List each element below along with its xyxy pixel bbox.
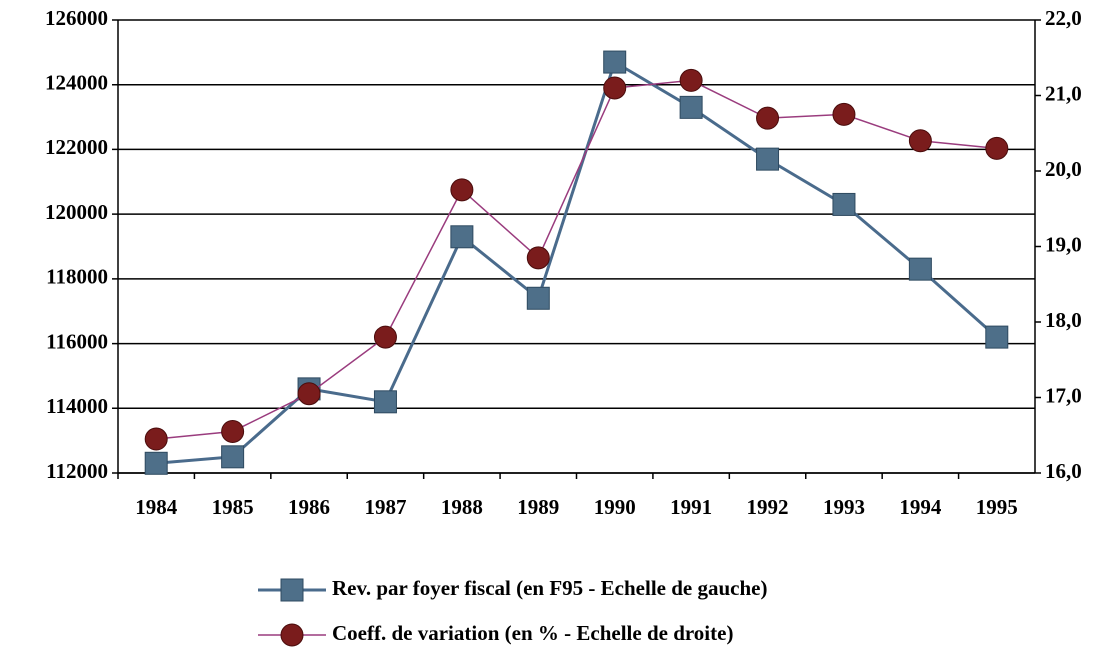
x-tick-label: 1992 [747,495,789,519]
x-tick-label: 1986 [288,495,330,519]
data-point [756,147,780,171]
x-tick-label: 1994 [899,495,942,519]
x-tick-label: 1985 [212,495,254,519]
data-point [985,325,1009,349]
x-tick-label: 1987 [364,495,406,519]
y2-tick-label: 18,0 [1045,308,1082,332]
data-point [985,136,1009,160]
x-tick-label: 1991 [670,495,712,519]
x-tick-label: 1988 [441,495,483,519]
x-tick-label: 1995 [976,495,1018,519]
data-point [526,286,550,310]
data-point [603,50,627,74]
legend-marker [280,623,304,647]
y-tick-label: 112000 [46,459,108,483]
y2-tick-label: 22,0 [1045,6,1082,30]
y-tick-label: 118000 [46,265,108,289]
y-tick-label: 124000 [45,71,108,95]
data-point [373,390,397,414]
data-point [679,68,703,92]
x-tick-label: 1984 [135,495,178,519]
data-point [144,451,168,475]
y2-tick-label: 19,0 [1045,232,1082,256]
y-tick-label: 126000 [45,6,108,30]
data-point [297,382,321,406]
data-point [603,76,627,100]
data-point [832,102,856,126]
data-point [832,192,856,216]
data-point [908,257,932,281]
y-tick-label: 116000 [46,329,108,353]
data-point [144,427,168,451]
data-point [908,129,932,153]
data-point [450,225,474,249]
legend-marker [280,578,304,602]
data-point [373,325,397,349]
x-tick-label: 1993 [823,495,865,519]
y-tick-label: 120000 [45,200,108,224]
legend-label: Coeff. de variation (en % - Echelle de d… [332,621,733,645]
series-line [156,59,998,465]
y2-tick-label: 17,0 [1045,383,1082,407]
y-tick-label: 122000 [45,135,108,159]
x-tick-label: 1989 [517,495,559,519]
data-point [679,95,703,119]
data-point [526,246,550,270]
data-point [221,419,245,443]
legend-label: Rev. par foyer fiscal (en F95 - Echelle … [332,576,767,600]
data-point [221,445,245,469]
y-tick-label: 114000 [46,394,108,418]
y2-tick-label: 20,0 [1045,157,1082,181]
data-point [450,178,474,202]
x-tick-label: 1990 [594,495,636,519]
series-line [156,79,997,440]
data-point [756,106,780,130]
y2-tick-label: 16,0 [1045,459,1082,483]
y2-tick-label: 21,0 [1045,81,1082,105]
